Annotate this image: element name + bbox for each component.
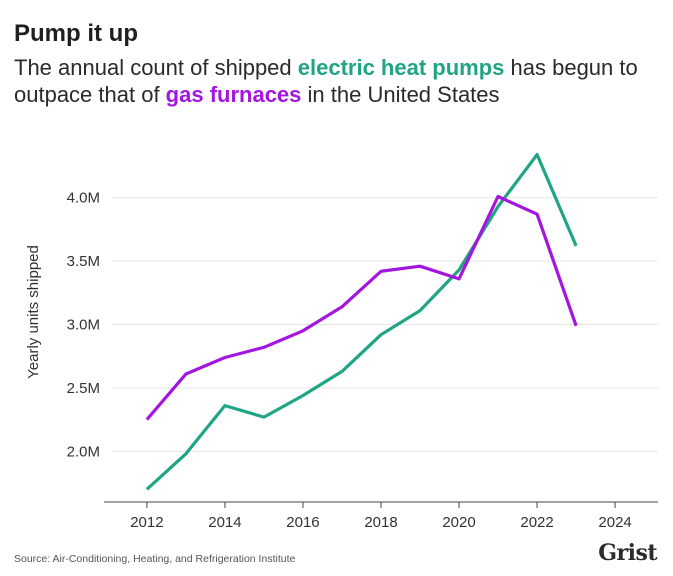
y-tick-label: 3.5M [67, 253, 100, 270]
subtitle-highlight-gas-furnaces: gas furnaces [165, 82, 302, 107]
x-tick-label: 2016 [286, 514, 319, 531]
y-tick-label: 3.0M [67, 317, 100, 334]
subtitle-text-3: in the United States [301, 82, 500, 107]
x-tick-label: 2012 [130, 514, 163, 531]
source-note: Source: Air-Conditioning, Heating, and R… [14, 553, 296, 565]
series-layer [145, 153, 578, 491]
subtitle-highlight-heat-pumps: electric heat pumps [297, 55, 505, 80]
subtitle-text-1: The annual count of shipped [14, 55, 298, 80]
axis-layer: 2.0M 2.5M 3.0M 3.5M 4.0M 2012 2014 2016 2018 2020… [67, 190, 658, 531]
x-tick-label: 2018 [364, 514, 397, 531]
x-tick-label: 2024 [598, 514, 631, 531]
chart-subtitle: The annual count of shipped electric hea… [14, 54, 664, 108]
x-tick-label: 2020 [442, 514, 475, 531]
grist-logo: Grist [598, 540, 657, 566]
chart-title: Pump it up [14, 20, 138, 47]
series-line-gas-furnaces [145, 194, 578, 421]
subtitle-text-2: has begun to outpace that of [14, 55, 638, 107]
grid-layer [112, 197, 658, 452]
series-line-electric-heat-pumps [145, 153, 578, 491]
y-tick-label: 2.0M [67, 443, 100, 460]
y-tick-label: 2.5M [67, 380, 100, 397]
y-axis-label: Yearly units shipped [25, 245, 42, 379]
x-tick-label: 2014 [208, 514, 241, 531]
x-tick-label: 2022 [520, 514, 553, 531]
y-tick-label: 4.0M [67, 190, 100, 207]
